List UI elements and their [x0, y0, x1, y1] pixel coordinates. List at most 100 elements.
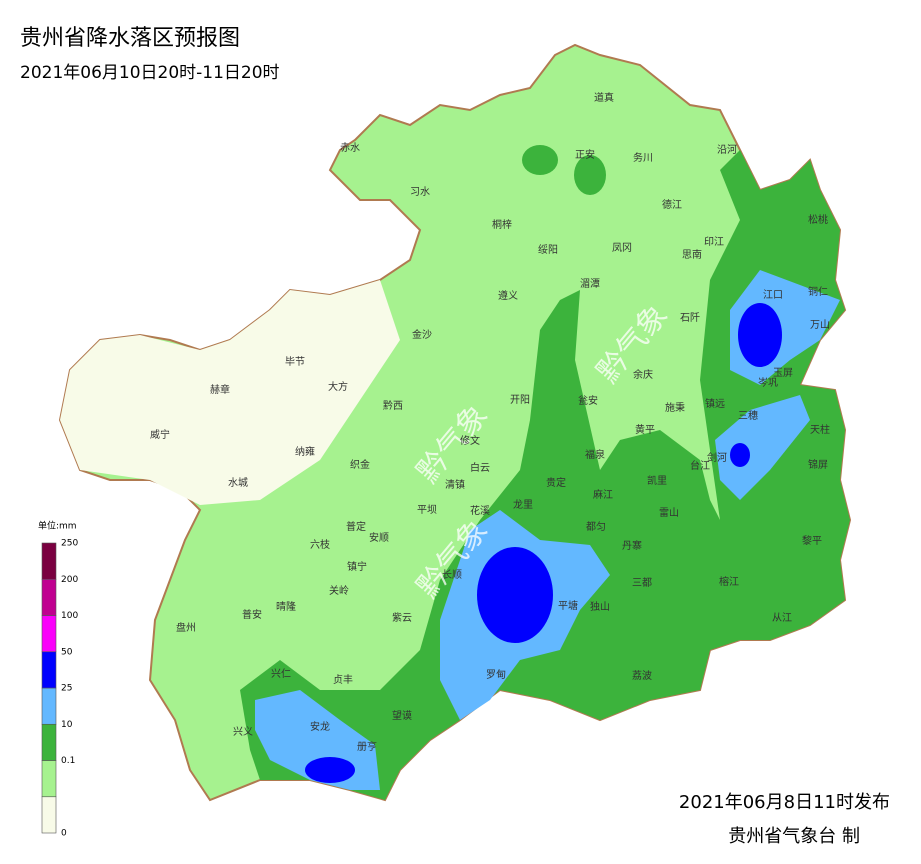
county-label: 台江 — [690, 459, 710, 472]
county-label: 晴隆 — [276, 600, 296, 613]
light-rain-area — [60, 280, 400, 505]
county-label: 天柱 — [810, 423, 830, 436]
county-label: 沿河 — [717, 144, 737, 156]
county-label: 长顺 — [442, 569, 462, 581]
county-label: 白云 — [470, 461, 490, 474]
county-label: 从江 — [772, 612, 792, 624]
county-label: 余庆 — [633, 368, 653, 381]
legend-tick-label: 200 — [61, 575, 78, 585]
county-label: 普安 — [242, 608, 262, 621]
county-label: 水城 — [228, 477, 248, 489]
county-label: 赫章 — [210, 383, 230, 396]
county-label: 修文 — [460, 434, 480, 447]
map-shapes — [58, 43, 852, 802]
county-label: 湄潭 — [580, 278, 600, 290]
county-label: 普定 — [346, 520, 366, 533]
county-label: 德江 — [662, 198, 682, 211]
title: 贵州省降水落区预报图 — [20, 26, 240, 51]
county-label: 黎平 — [802, 534, 822, 547]
legend-swatch — [41, 687, 57, 725]
rainstorm-area — [477, 547, 553, 643]
rainstorm-area — [730, 443, 750, 467]
county-label: 金沙 — [412, 328, 432, 341]
county-label: 道真 — [594, 91, 614, 104]
county-label: 盘州 — [176, 621, 196, 634]
county-label: 兴仁 — [271, 668, 291, 680]
county-label: 六枝 — [310, 538, 330, 551]
county-label: 罗甸 — [486, 668, 506, 681]
county-label: 印江 — [704, 236, 724, 248]
county-label: 麻江 — [593, 488, 613, 501]
county-label: 三穗 — [738, 409, 758, 422]
county-label: 威宁 — [150, 428, 170, 441]
legend-swatch — [41, 760, 57, 798]
county-label: 思南 — [682, 248, 702, 261]
heavy-rain-area — [715, 395, 810, 500]
county-label: 凯里 — [647, 474, 667, 487]
county-label: 剑河 — [707, 451, 727, 464]
moderate-rain-area — [522, 145, 558, 175]
county-label: 安龙 — [310, 720, 330, 733]
rainstorm-area — [738, 303, 782, 367]
legend-swatch — [41, 723, 57, 761]
county-label: 黔西 — [383, 399, 403, 412]
county-label: 兴义 — [233, 726, 253, 738]
county-label: 册亨 — [357, 740, 377, 753]
county-label: 贵定 — [546, 476, 566, 489]
county-label: 毕节 — [285, 355, 305, 368]
rainstorm-area — [305, 757, 355, 783]
legend-swatch — [41, 796, 57, 834]
subtitle: 2021年06月10日20时-11日20时 — [20, 63, 280, 83]
producer: 贵州省气象台 制 — [728, 826, 860, 847]
county-label: 绥阳 — [538, 244, 558, 256]
county-label: 镇宁 — [347, 560, 367, 573]
county-label: 遵义 — [498, 289, 518, 302]
issued: 2021年06月8日11时发布 — [679, 792, 890, 813]
county-label: 石阡 — [680, 312, 700, 324]
legend-tick-label: 50 — [61, 647, 73, 657]
county-label: 凤冈 — [612, 242, 632, 254]
county-label: 贞丰 — [333, 673, 353, 686]
county-label: 平塘 — [558, 599, 578, 612]
county-label: 织金 — [350, 458, 370, 471]
legend-tick-label: 25 — [61, 684, 72, 694]
county-label: 安顺 — [369, 531, 389, 544]
county-label: 福泉 — [585, 448, 605, 461]
legend-tick-label: 250 — [61, 539, 78, 549]
county-label: 榕江 — [719, 575, 739, 588]
county-label: 桐梓 — [492, 218, 512, 231]
legend-swatch — [41, 578, 57, 616]
moderate-rain-area — [574, 155, 606, 195]
moderate-rain-area — [240, 150, 850, 800]
county-label: 花溪 — [470, 504, 490, 517]
county-label: 岑巩 — [758, 377, 778, 389]
legend-swatch — [41, 651, 57, 689]
county-label: 纳雍 — [295, 445, 315, 458]
legend-tick-label: 0 — [61, 829, 67, 839]
county-label: 大方 — [328, 380, 348, 393]
county-label: 平坝 — [417, 504, 437, 516]
legend-tick-label: 100 — [61, 611, 78, 621]
county-label: 江口 — [763, 289, 783, 301]
county-label: 务川 — [633, 151, 653, 164]
county-label: 万山 — [810, 319, 830, 331]
county-label: 镇远 — [705, 397, 725, 410]
legend-swatch — [41, 615, 57, 653]
county-label: 清镇 — [445, 478, 465, 491]
legend: 单位:mm 0 0.1 10 25 50 100 200 250 — [38, 520, 78, 839]
county-label: 望谟 — [392, 709, 412, 722]
county-label: 开阳 — [510, 394, 530, 406]
legend-tick-label: 10 — [61, 720, 73, 730]
county-label: 铜仁 — [808, 286, 828, 298]
county-label: 龙里 — [513, 498, 533, 511]
legend-tick-label: 0.1 — [61, 756, 75, 766]
county-label: 习水 — [410, 186, 430, 198]
county-label: 独山 — [590, 600, 610, 613]
county-label: 关岭 — [329, 584, 349, 597]
legend-unit: 单位:mm — [38, 520, 77, 532]
county-label: 三都 — [632, 577, 652, 589]
county-label: 雷山 — [659, 507, 679, 519]
county-label: 荔波 — [632, 669, 652, 682]
county-label: 黄平 — [635, 423, 655, 436]
